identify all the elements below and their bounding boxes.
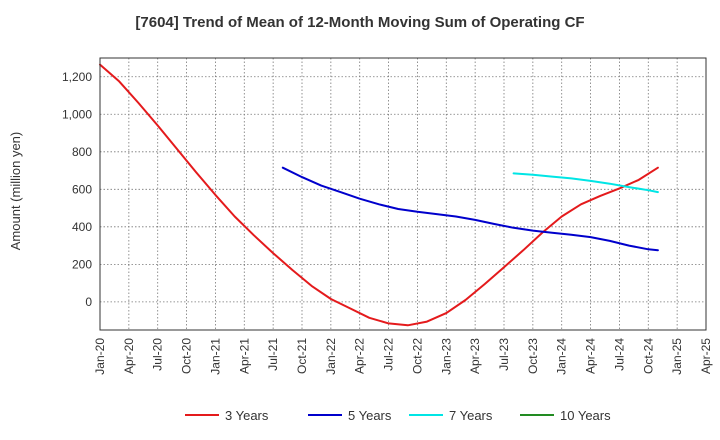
y-tick-label: 400 [72, 220, 92, 234]
series-line-3-years [99, 63, 659, 327]
x-tick-label: Oct-20 [180, 338, 194, 374]
x-tick-label: Jan-25 [670, 338, 684, 375]
x-tick-label: Oct-24 [641, 338, 655, 374]
y-tick-label: 1,200 [62, 70, 92, 84]
x-tick-label: Apr-24 [584, 338, 598, 374]
x-tick-label: Jul-23 [497, 338, 511, 371]
x-tick-label: Jan-22 [324, 338, 338, 375]
x-tick-label: Apr-25 [699, 338, 713, 374]
legend-label: 5 Years [348, 408, 392, 423]
y-tick-label: 1,000 [62, 107, 92, 121]
x-tick-label: Apr-20 [122, 338, 136, 374]
x-tick-label: Jan-24 [555, 338, 569, 375]
x-tick-label: Jul-20 [151, 338, 165, 371]
plot-frame [99, 57, 707, 331]
x-tick-labels: Jan-20 Apr-20 Jul-20 Oct-20 Jan-21 Apr-21 Jul-… [93, 338, 713, 375]
x-tick-label: Apr-23 [468, 338, 482, 374]
chart-title: [7604] Trend of Mean of 12-Month Moving … [135, 14, 584, 31]
legend-label: 7 Years [449, 408, 493, 423]
x-tick-label: Oct-22 [410, 338, 424, 374]
x-tick-label: Jan-20 [93, 338, 107, 375]
x-tick-label: Oct-23 [526, 338, 540, 374]
y-tick-label: 0 [85, 295, 92, 309]
legend-label: 3 Years [225, 408, 269, 423]
x-tick-label: Apr-21 [237, 338, 251, 374]
grid [100, 58, 706, 330]
x-tick-label: Jan-21 [208, 338, 222, 375]
y-tick-label: 200 [72, 257, 92, 271]
y-axis-label: Amount (million yen) [8, 132, 23, 251]
series-layer [99, 63, 659, 327]
series-line-5-years [281, 166, 659, 252]
x-tick-label: Apr-22 [353, 338, 367, 374]
y-tick-label: 600 [72, 182, 92, 196]
x-tick-label: Oct-21 [295, 338, 309, 374]
legend-label: 10 Years [560, 408, 611, 423]
x-tick-label: Jul-22 [382, 338, 396, 371]
x-tick-label: Jul-21 [266, 338, 280, 371]
x-tick-label: Jan-23 [439, 338, 453, 375]
y-tick-labels: 0 200 400 600 800 1,000 1,200 [62, 70, 92, 309]
y-tick-label: 800 [72, 145, 92, 159]
series-line-7-years [512, 172, 659, 194]
legend: 3 Years 5 Years 7 Years 10 Years [185, 408, 611, 423]
x-tick-label: Jul-24 [612, 338, 626, 371]
